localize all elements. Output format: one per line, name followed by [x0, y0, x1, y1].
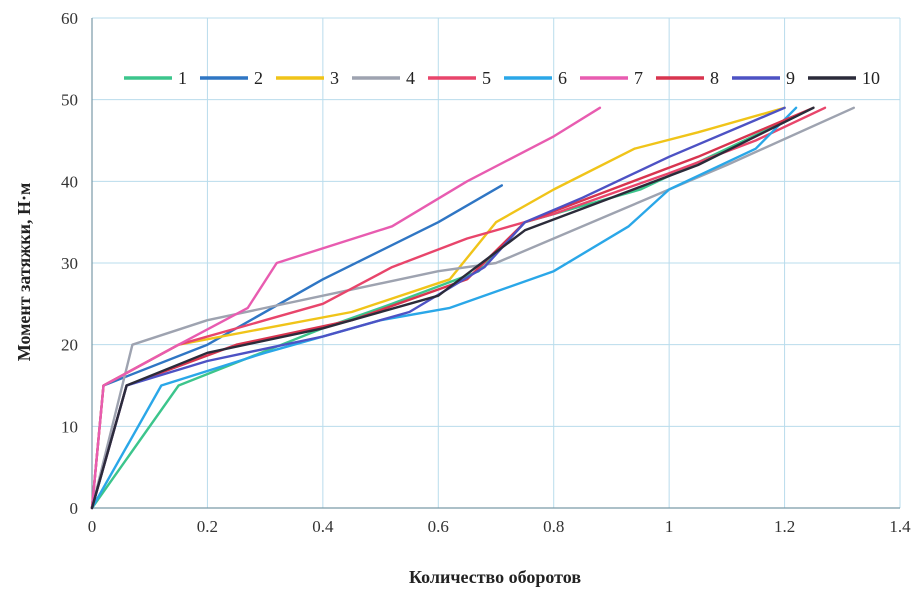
y-tick-label: 0	[70, 499, 79, 518]
y-tick-label: 50	[61, 91, 78, 110]
y-tick-label: 10	[61, 417, 78, 436]
x-tick-label: 0.6	[428, 517, 449, 536]
x-axis-title: Количество оборотов	[409, 567, 581, 587]
legend-label-5: 5	[482, 68, 491, 88]
series-line-7	[90, 106, 602, 510]
series-line-2	[90, 184, 503, 510]
y-tick-label: 60	[61, 9, 78, 28]
legend-label-7: 7	[634, 68, 643, 88]
legend-label-3: 3	[330, 68, 339, 88]
x-tick-label: 1.4	[889, 517, 911, 536]
y-axis-ticks: 0 10 20 30 40 50 60	[61, 9, 78, 518]
x-tick-label: 0.4	[312, 517, 334, 536]
series-line-6	[90, 106, 798, 510]
legend: 1 2 3 4 5 6 7 8 9 10	[124, 68, 880, 88]
y-tick-label: 20	[61, 336, 78, 355]
grid	[91, 17, 901, 509]
x-axis-ticks: 0 0.2 0.4 0.6 0.8 1 1.2 1.4	[88, 517, 911, 536]
legend-label-8: 8	[710, 68, 719, 88]
x-tick-label: 1.2	[774, 517, 795, 536]
x-tick-label: 0.8	[543, 517, 564, 536]
legend-label-10: 10	[862, 68, 880, 88]
series-line-4	[90, 106, 855, 510]
legend-label-4: 4	[406, 68, 415, 88]
legend-label-2: 2	[254, 68, 263, 88]
legend-label-1: 1	[178, 68, 187, 88]
y-tick-label: 30	[61, 254, 78, 273]
x-tick-label: 0	[88, 517, 97, 536]
legend-label-9: 9	[786, 68, 795, 88]
legend-label-6: 6	[558, 68, 567, 88]
y-axis-title: Момент затяжки, Н·м	[14, 183, 34, 362]
y-tick-label: 40	[61, 172, 78, 191]
x-tick-label: 0.2	[197, 517, 218, 536]
series-lines	[90, 106, 855, 510]
x-tick-label: 1	[665, 517, 674, 536]
series-line-10	[90, 106, 815, 510]
